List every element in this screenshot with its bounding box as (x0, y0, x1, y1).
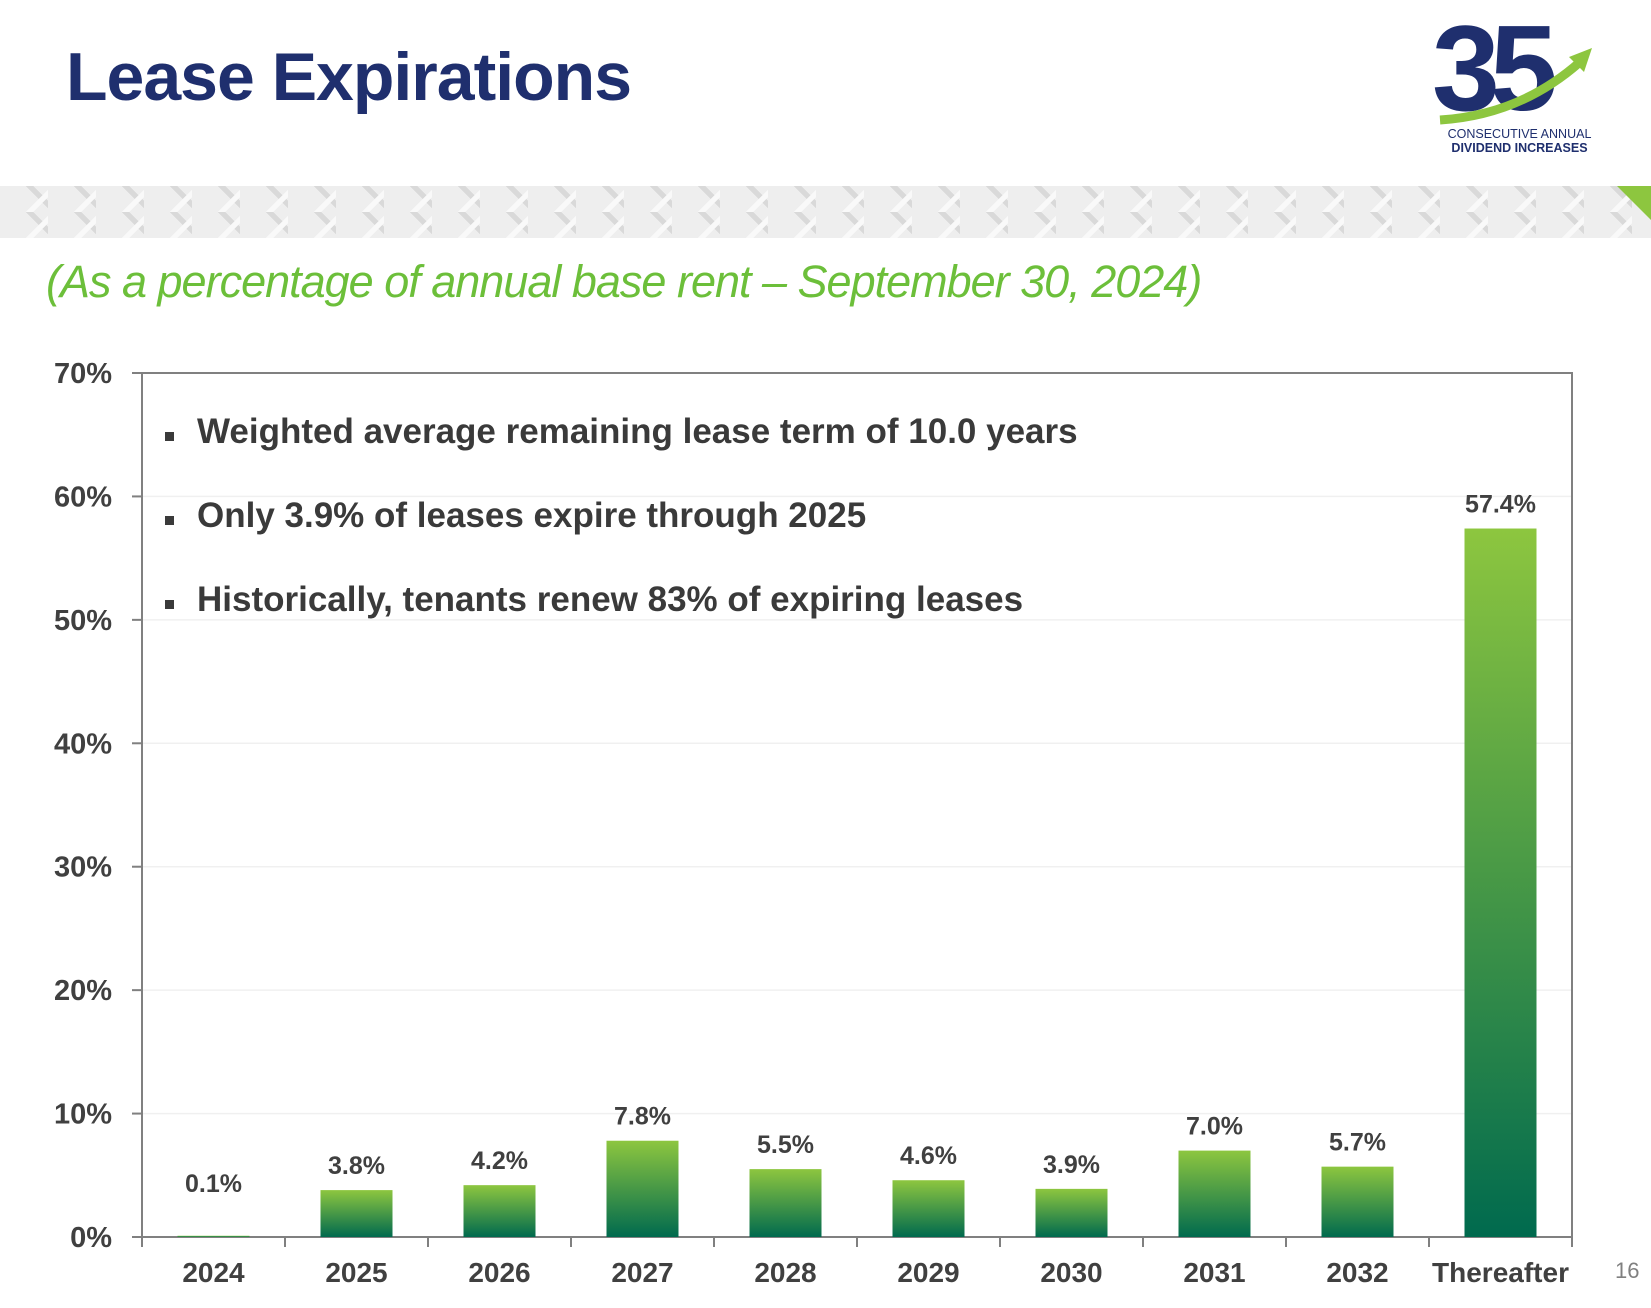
y-tick-label: 20% (54, 975, 112, 1007)
bar-2029 (892, 1180, 965, 1237)
data-label: 4.2% (471, 1147, 528, 1175)
band-corner-accent (1617, 186, 1651, 220)
bar-2032 (1321, 1166, 1394, 1237)
bullet-square-icon (165, 432, 174, 441)
x-tick-label: 2026 (468, 1257, 530, 1288)
key-point: Historically, tenants renew 83% of expir… (165, 580, 1078, 664)
bar-thereafter (1464, 528, 1537, 1237)
bullet-square-icon (165, 516, 174, 525)
x-tick-label: 2028 (754, 1257, 816, 1288)
data-label: 5.7% (1329, 1129, 1386, 1157)
bullet-square-icon (165, 600, 174, 609)
bar-2026 (463, 1185, 536, 1237)
x-tick-label: Thereafter (1432, 1257, 1569, 1288)
y-tick-label: 70% (54, 358, 112, 390)
bar-2030 (1035, 1188, 1108, 1237)
decorative-band (0, 186, 1651, 238)
x-tick-label: 2031 (1183, 1257, 1245, 1288)
data-label: 57.4% (1465, 491, 1536, 519)
y-tick-label: 0% (70, 1222, 112, 1254)
key-points-list: Weighted average remaining lease term of… (165, 412, 1078, 664)
x-tick-label: 2024 (182, 1257, 245, 1288)
y-tick-label: 40% (54, 728, 112, 760)
y-tick-label: 50% (54, 605, 112, 637)
bar-2027 (606, 1140, 679, 1237)
bar-2025 (320, 1190, 393, 1237)
bar-2028 (749, 1169, 822, 1237)
page-number: 16 (1615, 1258, 1640, 1283)
x-tick-label: 2030 (1040, 1257, 1102, 1288)
logo-caption-line1: CONSECUTIVE ANNUAL (1447, 127, 1592, 141)
key-point-text: Only 3.9% of leases expire through 2025 (197, 496, 867, 535)
logo-35-icon: 35 (1432, 10, 1592, 136)
data-label: 4.6% (900, 1142, 957, 1170)
data-label: 7.0% (1186, 1113, 1243, 1141)
slide-title: Lease Expirations (66, 39, 632, 115)
bar-2031 (1178, 1150, 1251, 1237)
x-tick-label: 2032 (1326, 1257, 1388, 1288)
key-point: Weighted average remaining lease term of… (165, 412, 1078, 496)
data-label: 3.8% (328, 1152, 385, 1180)
bar-2024 (177, 1235, 250, 1237)
logo-caption-line2: DIVIDEND INCREASES (1451, 141, 1588, 155)
x-tick-label: 2027 (611, 1257, 673, 1288)
x-tick-label: 2029 (897, 1257, 959, 1288)
data-label: 3.9% (1043, 1151, 1100, 1179)
data-label: 7.8% (614, 1103, 671, 1131)
key-point: Only 3.9% of leases expire through 2025 (165, 496, 1078, 580)
y-tick-label: 10% (54, 1099, 112, 1131)
y-tick-label: 60% (54, 481, 112, 513)
chart-subtitle: (As a percentage of annual base rent – S… (46, 256, 1202, 307)
y-tick-label: 30% (54, 852, 112, 884)
key-point-text: Historically, tenants renew 83% of expir… (197, 580, 1024, 619)
data-label: 0.1% (185, 1170, 242, 1198)
x-tick-label: 2025 (325, 1257, 387, 1288)
data-label: 5.5% (757, 1131, 814, 1159)
logo-caption: CONSECUTIVE ANNUAL DIVIDEND INCREASES (1437, 127, 1602, 155)
key-point-text: Weighted average remaining lease term of… (197, 412, 1078, 451)
